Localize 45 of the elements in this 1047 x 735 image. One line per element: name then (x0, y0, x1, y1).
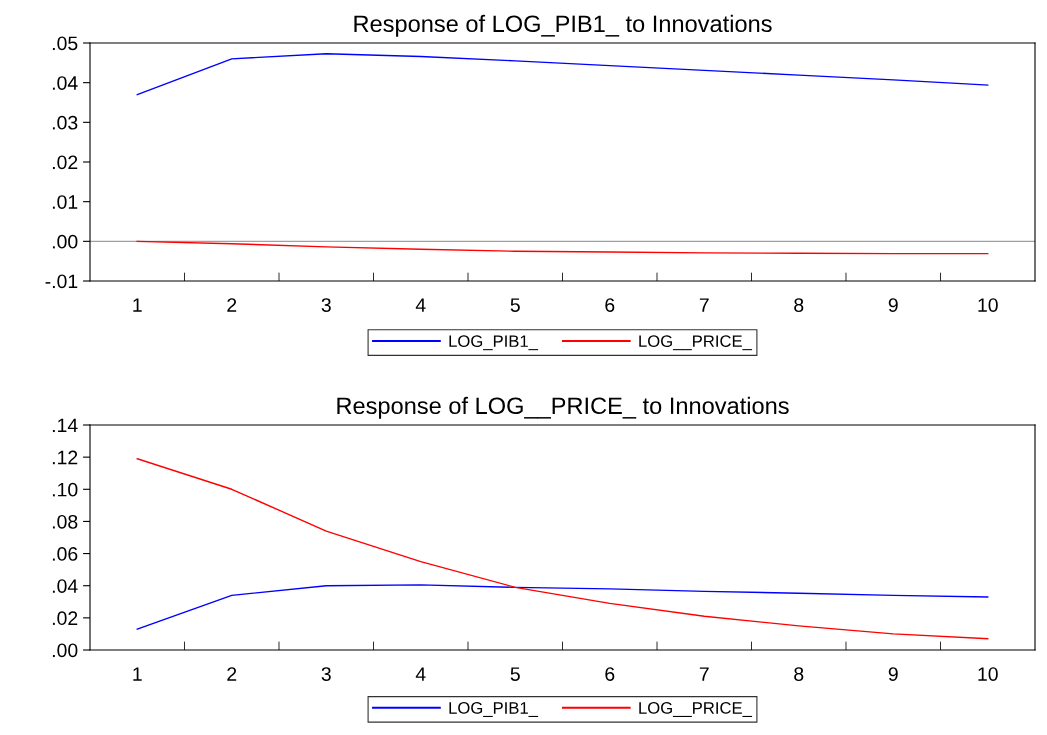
legend-label: LOG_PIB1_ (449, 702, 539, 717)
x-tick-label: 5 (510, 667, 520, 681)
line-series (136, 584, 989, 630)
x-tick-label: 7 (699, 667, 709, 681)
y-tick-label: -.01 (45, 274, 78, 289)
x-tick-label: 6 (605, 298, 615, 312)
y-tick-label: .00 (52, 234, 78, 249)
x-tick-label: 3 (321, 667, 331, 681)
y-tick-label: .04 (52, 579, 78, 593)
x-tick-label: 2 (227, 667, 237, 681)
y-tick-label: .05 (52, 36, 78, 51)
x-tick-label: 10 (978, 298, 998, 312)
x-tick-label: 4 (415, 298, 426, 312)
y-tick-label: .04 (52, 76, 78, 90)
chart-title: Response of LOG_PIB1_ to Innovations (354, 14, 772, 37)
x-tick-label: 5 (510, 298, 520, 312)
line-series (136, 240, 989, 255)
line-series (136, 458, 989, 640)
y-tick-label: .02 (52, 611, 78, 626)
y-tick-label: .02 (52, 155, 78, 170)
line-series (136, 53, 989, 96)
x-tick-label: 3 (321, 298, 331, 312)
y-tick-label: .14 (52, 418, 78, 433)
x-tick-label: 8 (794, 667, 804, 681)
x-tick-label: 6 (605, 667, 615, 681)
x-tick-label: 9 (888, 667, 898, 681)
x-tick-label: 9 (888, 298, 898, 312)
y-tick-label: .06 (52, 547, 78, 561)
y-tick-label: .10 (52, 482, 78, 497)
x-tick-label: 4 (415, 667, 426, 681)
x-tick-label: 1 (133, 298, 142, 312)
y-tick-label: .08 (52, 514, 78, 529)
legend-label: LOG__PRICE_ (639, 335, 753, 351)
x-tick-label: 2 (227, 298, 237, 312)
chart-title: Response of LOG__PRICE_ to Innovations (337, 396, 789, 419)
y-tick-label: .03 (52, 115, 78, 130)
x-tick-label: 10 (978, 667, 998, 681)
y-tick-label: .01 (52, 195, 78, 209)
x-tick-label: 1 (133, 667, 142, 681)
y-tick-label: .00 (52, 643, 78, 658)
legend-label: LOG__PRICE_ (639, 702, 753, 717)
x-tick-label: 7 (699, 298, 709, 312)
x-tick-label: 8 (794, 298, 804, 312)
legend-label: LOG_PIB1_ (449, 335, 539, 351)
y-tick-label: .12 (52, 450, 78, 465)
